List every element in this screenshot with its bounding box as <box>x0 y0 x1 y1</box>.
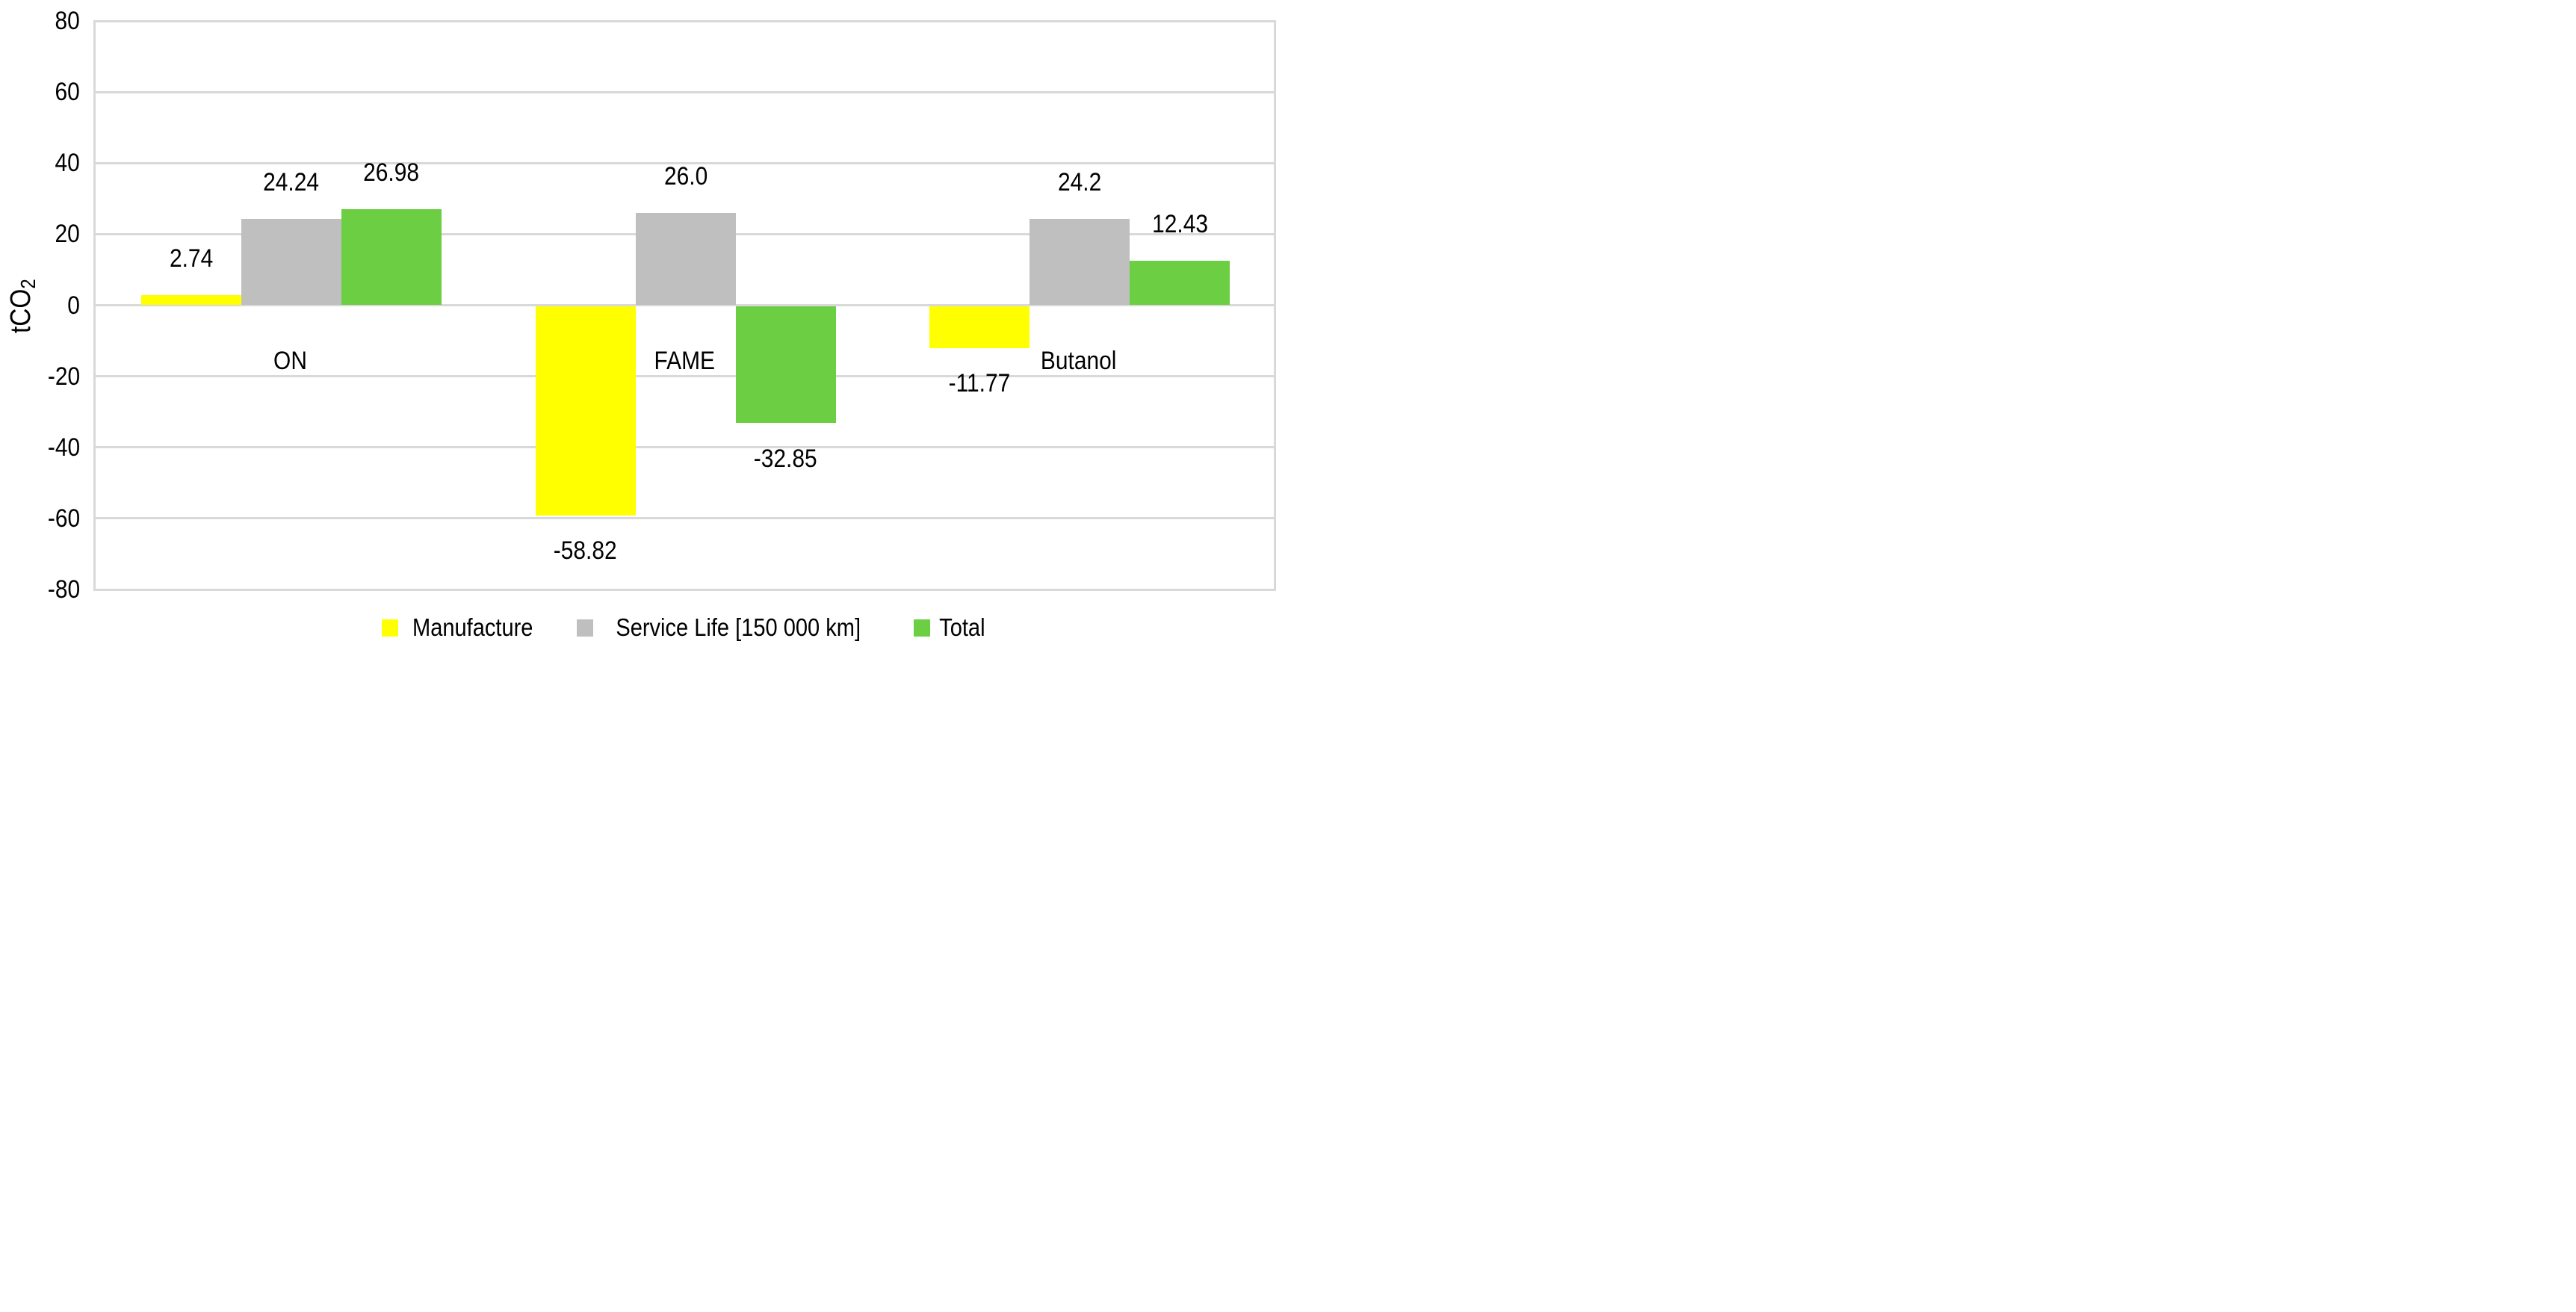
data-label: 26.98 <box>363 158 420 188</box>
gridline <box>93 161 1276 164</box>
zero-gridline <box>93 304 1276 306</box>
y-tick-label: -20 <box>47 362 80 391</box>
bar-service-on <box>241 219 341 306</box>
gridline <box>93 90 1276 93</box>
data-label: -32.85 <box>754 444 818 473</box>
y-axis-title-subscript: 2 <box>16 279 40 289</box>
bar-total-on <box>341 209 442 306</box>
plot-area: 2.74 -58.82 -11.77 24.24 26.0 24.2 26.98 -32.85… <box>93 19 1276 591</box>
y-tick-label: 80 <box>55 7 80 35</box>
y-tick-label: -80 <box>47 575 80 604</box>
legend-label: Total <box>938 613 985 641</box>
y-tick-label: 0 <box>67 291 80 320</box>
data-label: 26.0 <box>663 161 708 191</box>
plot-border-right <box>1274 21 1276 590</box>
bar-total-butanol <box>1130 261 1230 306</box>
bar-service-fame <box>635 212 736 306</box>
data-label: -11.77 <box>949 369 1011 398</box>
data-label: 24.2 <box>1058 168 1102 197</box>
bar-manufacture-butanol <box>929 306 1030 348</box>
bar-manufacture-on <box>141 295 241 306</box>
gridline <box>93 375 1276 378</box>
legend-item-total: Total <box>913 612 988 643</box>
legend-label: Manufacture <box>412 613 533 641</box>
legend-item-manufacture: Manufacture <box>381 612 541 643</box>
legend-marker-icon <box>381 619 398 637</box>
category-label-butanol: Butanol <box>1041 346 1117 375</box>
bar-manufacture-fame <box>535 306 636 516</box>
gridline <box>93 446 1276 449</box>
data-label: 12.43 <box>1151 210 1208 239</box>
legend: Manufacture Service Life [150 000 km] Tota… <box>93 611 1276 644</box>
y-tick-label: 40 <box>55 149 80 178</box>
legend-item-service: Service Life [150 000 km] <box>577 612 877 643</box>
gridline <box>93 588 1276 591</box>
gridline <box>93 517 1276 520</box>
y-tick-label: 20 <box>55 220 80 249</box>
bar-chart: tCO2 80 60 40 20 0 -20 -40 -60 -80 2.74 -58.82 -11… <box>0 0 1288 656</box>
category-label-on: ON <box>273 346 308 375</box>
legend-label: Service Life [150 000 km] <box>616 613 861 641</box>
y-tick-label: -60 <box>47 504 80 533</box>
bar-service-butanol <box>1030 219 1130 306</box>
data-label: 24.24 <box>263 168 320 197</box>
legend-marker-icon <box>577 619 594 637</box>
gridline <box>93 19 1276 22</box>
y-tick-label: -40 <box>47 433 80 462</box>
y-axis-line <box>93 21 96 590</box>
y-tick-label: 60 <box>55 78 80 107</box>
category-label-fame: FAME <box>654 346 716 375</box>
legend-marker-icon <box>913 619 930 637</box>
bar-total-fame <box>735 306 836 424</box>
data-label: -58.82 <box>554 536 618 566</box>
data-label: 2.74 <box>169 244 214 273</box>
